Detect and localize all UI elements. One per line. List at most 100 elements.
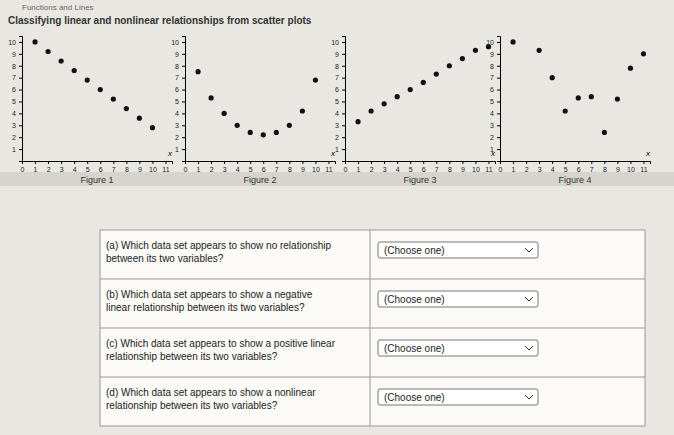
x-axis-line (346, 162, 496, 165)
point (447, 63, 452, 68)
x-tick-mark (397, 161, 398, 164)
y-tick-mark (497, 137, 500, 138)
x-tick-mark (410, 161, 411, 164)
y-tick-label: 3 (12, 122, 16, 129)
y-tick-mark (342, 90, 345, 91)
x-tick-mark (513, 161, 514, 164)
x-tick-mark (488, 161, 489, 164)
y-tick-mark (19, 137, 22, 138)
x-axis: 01234567891011 (21, 161, 173, 173)
point (313, 77, 318, 82)
y-tick: 3 (490, 122, 500, 129)
x-tick: 3 (538, 161, 542, 173)
x-tick-label: 6 (422, 166, 426, 173)
y-tick-label: 9 (335, 51, 339, 58)
y-tick: 1 (490, 146, 500, 153)
x-tick-label: 0 (21, 166, 25, 173)
dropdown[interactable] (378, 291, 538, 307)
y-tick: 8 (490, 63, 500, 70)
x-tick: 3 (383, 161, 387, 173)
y-tick: 2 (12, 134, 22, 141)
x-tick-label: 9 (138, 166, 142, 173)
point (59, 58, 64, 63)
point (382, 101, 387, 106)
x-tick: 4 (236, 161, 240, 173)
y-tick-label: 4 (175, 110, 179, 117)
x-tick: 1 (512, 161, 516, 173)
x-axis: 01234567891011 (344, 161, 496, 173)
x-tick-mark (358, 161, 359, 164)
x-tick-mark (449, 161, 450, 164)
x-tick-label: 11 (640, 166, 647, 173)
y-tick-label: 10 (171, 39, 179, 46)
x-tick: 6 (422, 161, 426, 173)
chart: 0123456789101112345678910x (8, 37, 173, 173)
y-tick: 5 (12, 98, 22, 105)
x-tick-mark (552, 161, 553, 164)
x-tick-label: 3 (223, 166, 227, 173)
point (589, 94, 594, 99)
y-tick-mark (497, 66, 500, 67)
x-tick-label: 6 (99, 166, 103, 173)
y-tick-label: 10 (8, 39, 16, 46)
y-tick-mark (342, 42, 345, 43)
y-tick-mark (19, 54, 22, 55)
points (195, 69, 318, 137)
x-tick-label: 10 (149, 166, 157, 173)
dropdown[interactable] (378, 389, 538, 405)
x-tick-label: 10 (312, 166, 320, 173)
x-tick-label: 11 (162, 166, 169, 173)
chart: 0123456789101112345678910x (486, 37, 651, 173)
y-tick-mark (342, 137, 345, 138)
x-tick-mark (462, 161, 463, 164)
point (473, 48, 478, 53)
page-title: Classifying linear and nonlinear relatio… (8, 15, 312, 26)
y-tick-label: 5 (175, 98, 179, 105)
y-tick-mark (497, 90, 500, 91)
x-tick-mark (250, 161, 251, 164)
x-tick-label: 5 (409, 166, 413, 173)
x-tick-mark (263, 161, 264, 164)
y-tick: 2 (335, 134, 345, 141)
x-tick-label: 3 (383, 166, 387, 173)
y-tick-label: 2 (335, 134, 339, 141)
point (111, 96, 116, 101)
points (32, 39, 155, 130)
x-tick: 11 (162, 161, 169, 173)
x-tick: 8 (288, 161, 292, 173)
y-tick-label: 8 (335, 63, 339, 70)
point (85, 77, 90, 82)
row-divider (100, 377, 645, 378)
y-tick-mark (497, 125, 500, 126)
x-tick-mark (475, 161, 476, 164)
page: Functions and LinesClassifying linear an… (0, 0, 674, 435)
chart-title: Figure 3 (403, 175, 436, 185)
point (274, 130, 279, 135)
y-tick: 4 (335, 110, 345, 117)
y-tick: 8 (335, 63, 345, 70)
dropdown[interactable] (378, 242, 538, 258)
point (395, 94, 400, 99)
y-tick-label: 6 (490, 86, 494, 93)
question-text: (d) Which data set appears to show a non… (106, 387, 316, 398)
x-tick-mark (48, 161, 49, 164)
y-axis-line (19, 37, 23, 162)
x-tick: 10 (149, 161, 157, 173)
y-tick-label: 4 (335, 110, 339, 117)
x-tick-label: 2 (47, 166, 51, 173)
point (45, 49, 50, 54)
point (434, 71, 439, 76)
point (408, 87, 413, 92)
y-tick: 1 (175, 146, 185, 153)
point (615, 96, 620, 101)
x-tick: 5 (409, 161, 413, 173)
x-tick-label: 9 (461, 166, 465, 173)
y-tick-mark (19, 101, 22, 102)
dropdown[interactable] (378, 340, 538, 356)
y-tick: 5 (175, 98, 185, 105)
x-axis-line (501, 162, 651, 165)
x-tick-label: 8 (125, 166, 129, 173)
y-tick-label: 7 (335, 74, 339, 81)
x-tick-label: 9 (616, 166, 620, 173)
dropdown-arrow (525, 248, 533, 252)
